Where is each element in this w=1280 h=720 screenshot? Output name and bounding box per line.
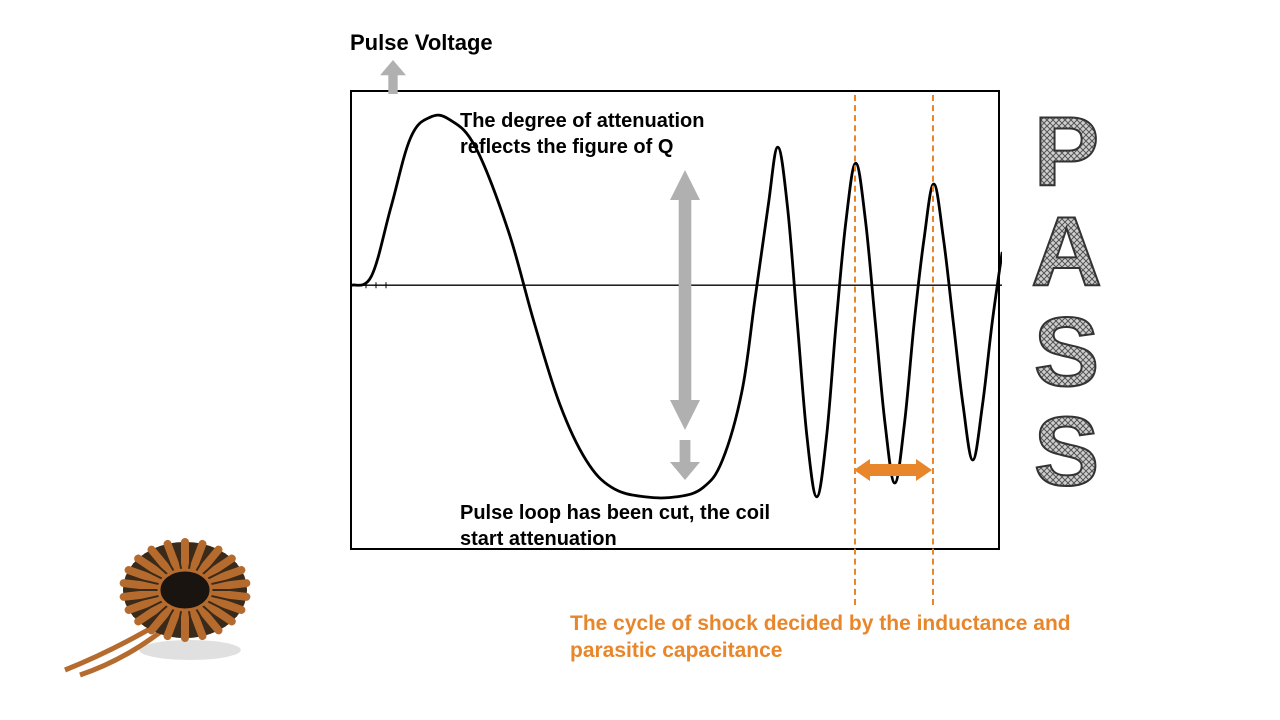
up-arrow-small-icon (380, 60, 406, 94)
svg-text:S: S (1034, 396, 1099, 505)
cycle-span-arrow-icon (854, 455, 932, 485)
svg-text:S: S (1034, 296, 1099, 406)
pass-label: PASS (1020, 105, 1113, 510)
attenuation-annotation: The degree of attenuation reflects the f… (460, 108, 780, 160)
cycle-text: The cycle of shock decided by the induct… (570, 612, 1071, 662)
attenuation-text: The degree of attenuation reflects the f… (460, 110, 704, 158)
svg-text:A: A (1031, 196, 1102, 306)
title-text: Pulse Voltage (350, 30, 493, 55)
inductor-coil-icon (55, 500, 275, 680)
pulse-voltage-title: Pulse Voltage (350, 30, 493, 56)
pulse-cut-text: Pulse loop has been cut, the coil start … (460, 502, 770, 550)
cycle-annotation: The cycle of shock decided by the induct… (570, 610, 1130, 665)
dash-line-1 (854, 95, 856, 605)
double-vert-arrow-icon (670, 170, 700, 430)
down-arrow-small-icon (670, 440, 700, 480)
pulse-cut-annotation: Pulse loop has been cut, the coil start … (460, 500, 780, 552)
svg-text:P: P (1034, 105, 1099, 206)
dash-line-2 (932, 95, 934, 605)
